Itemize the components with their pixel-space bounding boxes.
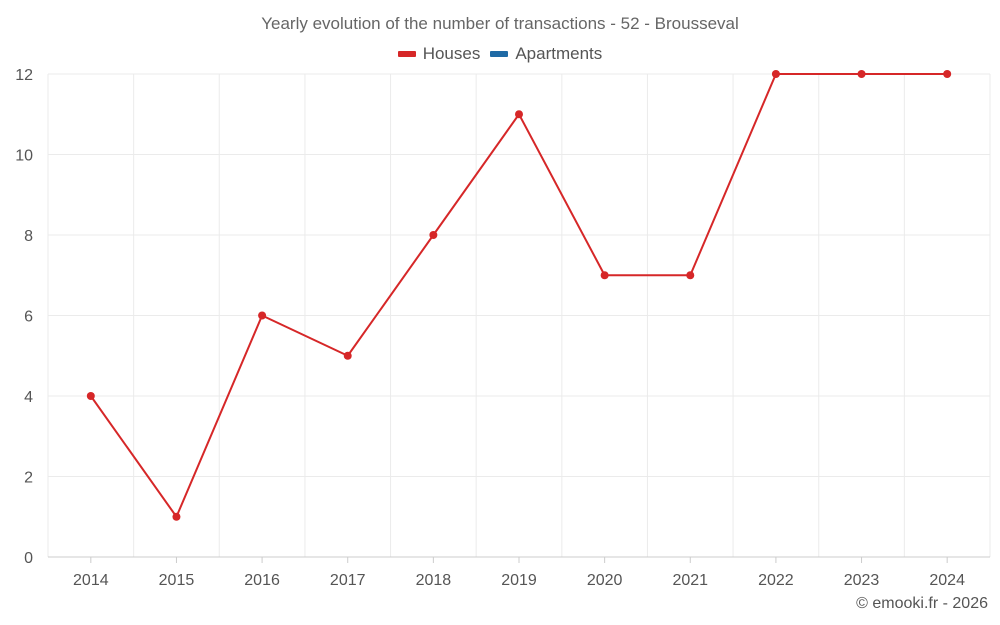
data-point (172, 512, 181, 521)
x-tick-label: 2022 (758, 572, 794, 589)
y-tick-label: 12 (15, 67, 33, 84)
x-tick-label: 2020 (587, 572, 623, 589)
legend-swatch-apartments (490, 51, 509, 57)
y-tick-label: 8 (24, 228, 33, 245)
x-tick-label: 2015 (159, 572, 195, 589)
legend-swatch-houses (397, 51, 416, 57)
data-point (686, 271, 695, 280)
data-point (429, 231, 438, 239)
data-point (343, 351, 352, 360)
x-tick-label: 2019 (501, 572, 537, 589)
chart-title: Yearly evolution of the number of transa… (261, 14, 739, 33)
x-tick-label: 2021 (672, 572, 708, 589)
legend-item-apartments[interactable]: Apartments (490, 44, 602, 64)
credit-text: © emooki.fr - 2026 (856, 595, 988, 612)
x-tick-label: 2017 (330, 572, 366, 589)
x-tick-label: 2018 (416, 572, 452, 589)
x-tick-label: 2014 (73, 572, 109, 589)
legend-label-apartments: Apartments (515, 44, 603, 63)
x-tick-label: 2023 (844, 572, 880, 589)
x-tick-label: 2016 (244, 572, 280, 589)
data-point (258, 311, 267, 320)
data-point (600, 271, 609, 280)
legend-item-houses[interactable]: Houses (397, 44, 481, 64)
y-tick-label: 10 (15, 148, 33, 165)
data-point (86, 392, 95, 400)
y-tick-label: 2 (24, 470, 33, 487)
x-tick-label: 2024 (929, 572, 965, 589)
data-point (857, 70, 866, 78)
y-tick-label: 6 (24, 309, 33, 326)
y-tick-label: 4 (24, 389, 33, 406)
data-point (515, 110, 523, 119)
y-tick-label: 0 (24, 550, 33, 567)
data-point (943, 70, 952, 78)
legend-label-houses: Houses (422, 44, 481, 63)
data-point (771, 70, 780, 78)
chart-legend: Houses Apartments (0, 44, 1000, 64)
